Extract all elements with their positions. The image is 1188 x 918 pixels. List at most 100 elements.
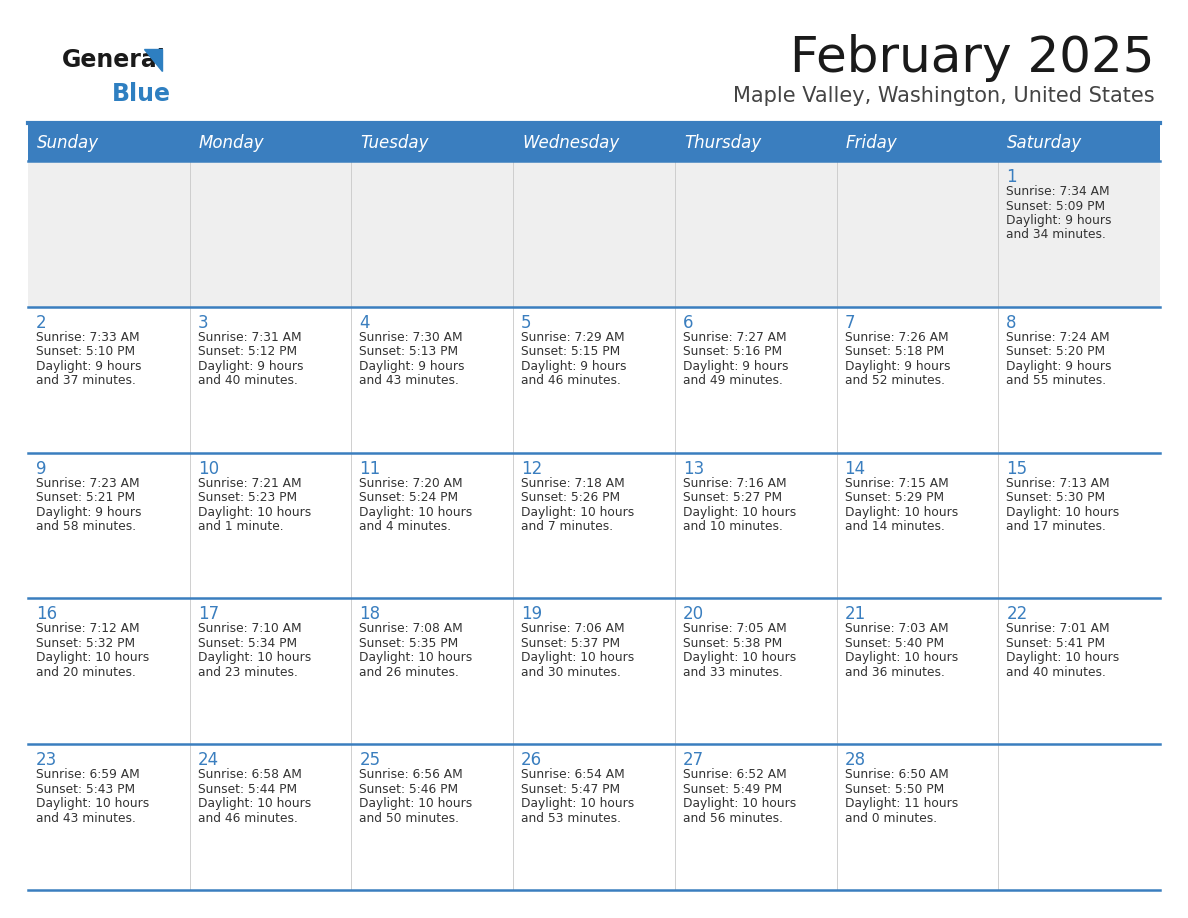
Text: Sunrise: 7:29 AM: Sunrise: 7:29 AM — [522, 330, 625, 344]
Text: Daylight: 9 hours: Daylight: 9 hours — [1006, 360, 1112, 373]
Text: Sunrise: 7:16 AM: Sunrise: 7:16 AM — [683, 476, 786, 489]
Text: Friday: Friday — [846, 134, 897, 152]
Text: Sunset: 5:13 PM: Sunset: 5:13 PM — [360, 345, 459, 358]
Text: Daylight: 10 hours: Daylight: 10 hours — [360, 797, 473, 811]
Bar — [836, 453, 998, 599]
Text: 12: 12 — [522, 460, 543, 477]
Text: Sunset: 5:49 PM: Sunset: 5:49 PM — [683, 783, 782, 796]
Text: and 58 minutes.: and 58 minutes. — [36, 521, 137, 533]
Bar — [836, 125, 998, 161]
Text: Daylight: 9 hours: Daylight: 9 hours — [522, 360, 626, 373]
Bar — [675, 453, 836, 599]
Bar — [836, 161, 998, 307]
Bar — [190, 744, 352, 890]
Text: Sunset: 5:27 PM: Sunset: 5:27 PM — [683, 491, 782, 504]
Bar — [29, 744, 190, 890]
Text: and 56 minutes.: and 56 minutes. — [683, 812, 783, 824]
Bar — [998, 453, 1159, 599]
Bar — [998, 125, 1159, 161]
Bar — [675, 744, 836, 890]
Text: and 20 minutes.: and 20 minutes. — [36, 666, 135, 679]
Text: Sunrise: 7:33 AM: Sunrise: 7:33 AM — [36, 330, 140, 344]
Text: Tuesday: Tuesday — [360, 134, 429, 152]
Bar — [29, 453, 190, 599]
Text: 14: 14 — [845, 460, 866, 477]
Bar — [513, 125, 675, 161]
Text: Sunset: 5:24 PM: Sunset: 5:24 PM — [360, 491, 459, 504]
Bar — [190, 599, 352, 744]
Text: Sunset: 5:40 PM: Sunset: 5:40 PM — [845, 637, 943, 650]
Text: 21: 21 — [845, 605, 866, 623]
Text: 25: 25 — [360, 751, 380, 769]
Text: and 1 minute.: and 1 minute. — [197, 521, 284, 533]
Bar — [513, 744, 675, 890]
Text: 3: 3 — [197, 314, 208, 331]
Text: 26: 26 — [522, 751, 542, 769]
Bar — [352, 744, 513, 890]
Text: Sunset: 5:12 PM: Sunset: 5:12 PM — [197, 345, 297, 358]
Text: Wednesday: Wednesday — [523, 134, 619, 152]
Bar — [352, 307, 513, 453]
Text: Daylight: 10 hours: Daylight: 10 hours — [36, 797, 150, 811]
Text: Sunrise: 7:05 AM: Sunrise: 7:05 AM — [683, 622, 786, 635]
Bar — [190, 307, 352, 453]
Bar — [998, 161, 1159, 307]
Bar — [29, 161, 190, 307]
Text: 16: 16 — [36, 605, 57, 623]
Text: Thursday: Thursday — [684, 134, 762, 152]
Text: Sunrise: 7:10 AM: Sunrise: 7:10 AM — [197, 622, 302, 635]
Text: Sunrise: 7:20 AM: Sunrise: 7:20 AM — [360, 476, 463, 489]
Text: 15: 15 — [1006, 460, 1028, 477]
Text: Sunrise: 6:56 AM: Sunrise: 6:56 AM — [360, 768, 463, 781]
Bar — [675, 599, 836, 744]
Text: Daylight: 9 hours: Daylight: 9 hours — [197, 360, 303, 373]
Bar — [29, 307, 190, 453]
Text: 4: 4 — [360, 314, 369, 331]
Text: 27: 27 — [683, 751, 704, 769]
Text: Sunrise: 7:34 AM: Sunrise: 7:34 AM — [1006, 185, 1110, 198]
Text: and 53 minutes.: and 53 minutes. — [522, 812, 621, 824]
Bar — [998, 744, 1159, 890]
Bar — [836, 744, 998, 890]
Text: 13: 13 — [683, 460, 704, 477]
Text: and 43 minutes.: and 43 minutes. — [360, 375, 460, 387]
Text: 24: 24 — [197, 751, 219, 769]
Text: Sunset: 5:29 PM: Sunset: 5:29 PM — [845, 491, 943, 504]
Text: Sunset: 5:30 PM: Sunset: 5:30 PM — [1006, 491, 1105, 504]
Text: Sunrise: 7:03 AM: Sunrise: 7:03 AM — [845, 622, 948, 635]
Text: and 17 minutes.: and 17 minutes. — [1006, 521, 1106, 533]
Bar — [29, 599, 190, 744]
Text: and 33 minutes.: and 33 minutes. — [683, 666, 783, 679]
Text: and 26 minutes.: and 26 minutes. — [360, 666, 460, 679]
Text: Daylight: 9 hours: Daylight: 9 hours — [1006, 214, 1112, 227]
Text: Sunset: 5:18 PM: Sunset: 5:18 PM — [845, 345, 943, 358]
Text: Daylight: 10 hours: Daylight: 10 hours — [522, 797, 634, 811]
Text: Sunset: 5:35 PM: Sunset: 5:35 PM — [360, 637, 459, 650]
Text: Sunrise: 7:01 AM: Sunrise: 7:01 AM — [1006, 622, 1110, 635]
Text: Sunrise: 7:30 AM: Sunrise: 7:30 AM — [360, 330, 463, 344]
Text: Sunset: 5:09 PM: Sunset: 5:09 PM — [1006, 199, 1105, 212]
Bar — [190, 161, 352, 307]
Text: 9: 9 — [36, 460, 46, 477]
Text: 6: 6 — [683, 314, 694, 331]
Text: Daylight: 10 hours: Daylight: 10 hours — [683, 652, 796, 665]
Text: Sunset: 5:10 PM: Sunset: 5:10 PM — [36, 345, 135, 358]
Text: and 0 minutes.: and 0 minutes. — [845, 812, 936, 824]
Text: Daylight: 10 hours: Daylight: 10 hours — [1006, 506, 1119, 519]
Text: Sunset: 5:21 PM: Sunset: 5:21 PM — [36, 491, 135, 504]
Bar — [836, 599, 998, 744]
Text: and 30 minutes.: and 30 minutes. — [522, 666, 621, 679]
Bar — [190, 125, 352, 161]
Text: Sunset: 5:32 PM: Sunset: 5:32 PM — [36, 637, 135, 650]
Text: Daylight: 10 hours: Daylight: 10 hours — [1006, 652, 1119, 665]
Bar — [675, 161, 836, 307]
Bar — [675, 125, 836, 161]
Text: 22: 22 — [1006, 605, 1028, 623]
Text: Sunrise: 6:54 AM: Sunrise: 6:54 AM — [522, 768, 625, 781]
Bar — [836, 307, 998, 453]
Text: Sunset: 5:37 PM: Sunset: 5:37 PM — [522, 637, 620, 650]
Text: Daylight: 10 hours: Daylight: 10 hours — [360, 652, 473, 665]
Text: 23: 23 — [36, 751, 57, 769]
Bar — [29, 125, 190, 161]
Text: and 46 minutes.: and 46 minutes. — [197, 812, 297, 824]
